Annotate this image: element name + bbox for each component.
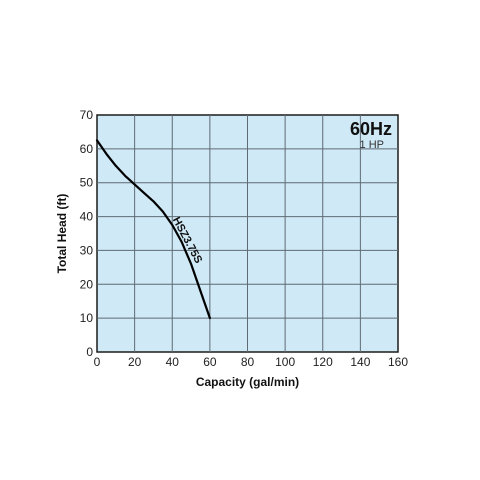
x-tick-label: 0 (94, 355, 101, 369)
y-tick-label: 60 (80, 142, 94, 156)
y-tick-label: 10 (80, 311, 94, 325)
y-tick-labels: 0 10 20 30 40 50 60 70 (80, 108, 94, 359)
y-axis-label: Total Head (ft) (55, 194, 69, 274)
x-tick-labels: 0 20 40 60 80 100 120 140 160 (94, 355, 409, 369)
x-tick-label: 40 (166, 355, 180, 369)
x-tick-label: 160 (388, 355, 408, 369)
chart-subtitle: 1 HP (360, 139, 384, 151)
y-tick-label: 40 (80, 210, 94, 224)
x-tick-label: 20 (128, 355, 142, 369)
x-tick-label: 120 (313, 355, 333, 369)
y-tick-label: 0 (86, 345, 93, 359)
grid-lines (97, 115, 398, 352)
y-tick-label: 50 (80, 176, 94, 190)
y-tick-label: 30 (80, 243, 94, 257)
y-tick-label: 20 (80, 277, 94, 291)
chart-title: 60Hz (350, 119, 392, 139)
x-tick-label: 140 (350, 355, 370, 369)
x-tick-label: 80 (241, 355, 255, 369)
x-tick-label: 60 (203, 355, 217, 369)
y-tick-label: 70 (80, 108, 94, 122)
x-axis-label: Capacity (gal/min) (196, 375, 299, 389)
series-line-hsz375s (95, 139, 211, 320)
x-tick-label: 100 (275, 355, 295, 369)
